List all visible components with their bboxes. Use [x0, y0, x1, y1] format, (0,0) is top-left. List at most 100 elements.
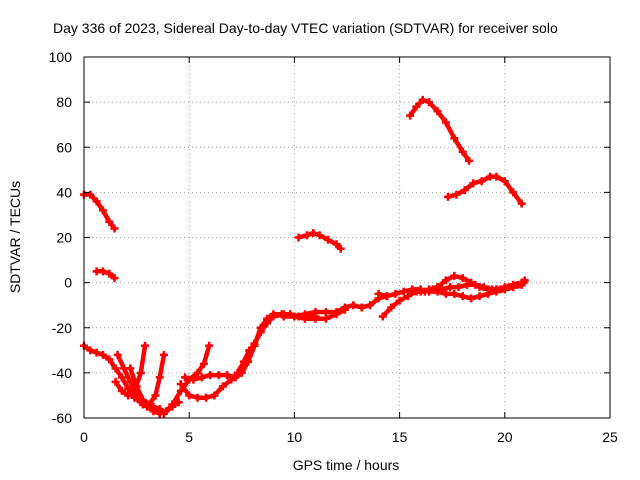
data-point [300, 310, 309, 319]
data-point [382, 292, 391, 301]
data-point [168, 400, 177, 409]
data-point [141, 341, 150, 350]
data-point [223, 371, 232, 380]
data-point [303, 231, 312, 240]
data-point [441, 289, 450, 298]
data-point [395, 296, 404, 305]
data-point [465, 156, 474, 165]
data-point [98, 267, 107, 276]
data-point [321, 314, 330, 323]
data-point [500, 177, 509, 186]
series-layer [80, 95, 529, 418]
data-point [309, 228, 318, 237]
y-tick-label: 0 [64, 275, 72, 291]
data-point [92, 348, 101, 357]
data-point [477, 177, 486, 186]
series-arc-12 [294, 228, 345, 253]
y-tick-label: -20 [52, 320, 72, 336]
data-point [446, 283, 455, 292]
data-point [197, 373, 206, 382]
data-point [256, 328, 265, 337]
data-point [185, 391, 194, 400]
data-point [105, 217, 114, 226]
data-point [475, 292, 484, 301]
data-point [391, 289, 400, 298]
data-point [237, 364, 246, 373]
data-point [321, 307, 330, 316]
data-point [86, 346, 95, 355]
data-point [159, 409, 168, 418]
data-point [279, 312, 288, 321]
data-point [214, 371, 223, 380]
data-point [450, 134, 459, 143]
data-point [155, 373, 164, 382]
data-point [509, 188, 518, 197]
x-tick-label: 10 [287, 429, 303, 445]
x-tick-label: 0 [80, 429, 88, 445]
y-tick-label: 20 [56, 230, 72, 246]
data-point [412, 102, 421, 111]
y-tick-label: 40 [56, 184, 72, 200]
data-point [117, 373, 126, 382]
data-point [458, 274, 467, 283]
series-arc-16 [406, 95, 474, 165]
data-point [408, 285, 417, 294]
series-arc-10 [231, 305, 349, 382]
x-tick-label: 15 [392, 429, 408, 445]
data-point [117, 386, 126, 395]
series-arc-15 [416, 271, 529, 296]
data-point [443, 192, 452, 201]
data-point [193, 393, 202, 402]
data-point [483, 285, 492, 294]
data-point [202, 393, 211, 402]
data-point [441, 276, 450, 285]
data-point [441, 118, 450, 127]
data-point [467, 294, 476, 303]
data-point [425, 285, 434, 294]
data-point [145, 400, 154, 409]
data-point [231, 373, 240, 382]
data-point [349, 301, 358, 310]
series-arc-11 [279, 292, 391, 321]
data-point [458, 292, 467, 301]
data-point [193, 368, 202, 377]
data-point [399, 287, 408, 296]
data-point [425, 98, 434, 107]
data-point [475, 283, 484, 292]
data-point [105, 269, 114, 278]
data-point [113, 350, 122, 359]
data-point [509, 280, 518, 289]
data-point [205, 341, 214, 350]
data-point [418, 95, 427, 104]
data-point [98, 206, 107, 215]
data-point [218, 382, 227, 391]
series-arc-1 [80, 190, 119, 233]
data-point [210, 391, 219, 400]
data-point [269, 312, 278, 321]
data-point [332, 307, 341, 316]
y-tick-label: 80 [56, 94, 72, 110]
data-point [374, 289, 383, 298]
data-point [458, 147, 467, 156]
data-point [387, 303, 396, 312]
data-point [159, 350, 168, 359]
data-point [110, 274, 119, 283]
y-tick-label: 100 [49, 49, 73, 65]
data-point [450, 271, 459, 280]
series-trace [445, 174, 524, 206]
data-point [469, 179, 478, 188]
data-point [492, 172, 501, 181]
data-point [124, 384, 133, 393]
data-point [311, 307, 320, 316]
tick-layer: 0 5 10 15 20 25 -60 -40 -20 0 20 40 60 80 100 [49, 49, 618, 445]
data-point [406, 111, 415, 120]
data-point [311, 314, 320, 323]
data-point [454, 283, 463, 292]
data-point [324, 235, 333, 244]
data-point [520, 276, 529, 285]
x-axis-label: GPS time / hours [293, 457, 400, 473]
data-point [433, 283, 442, 292]
data-point [340, 303, 349, 312]
y-tick-label: -60 [52, 410, 72, 426]
